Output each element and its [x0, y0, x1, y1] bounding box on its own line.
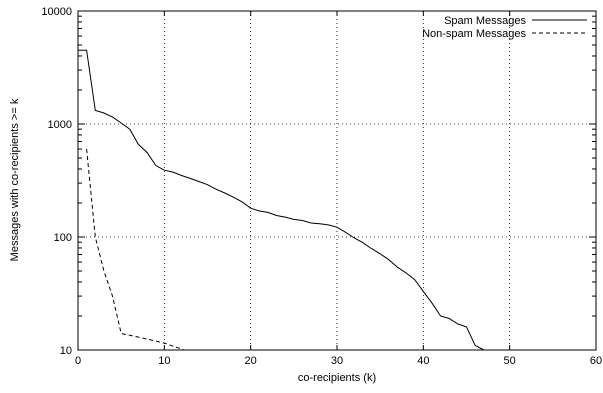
grid-lines [78, 11, 596, 350]
legend-label-nonspam: Non-spam Messages [422, 28, 526, 40]
legend-label-spam: Spam Messages [444, 15, 526, 27]
x-tick-labels: 0 10 20 30 40 50 60 [75, 355, 602, 367]
x-tick-label: 50 [504, 355, 516, 367]
x-tick-label: 20 [245, 355, 257, 367]
x-tick-label: 30 [331, 355, 343, 367]
y-axis-label: Messages with co-recipients >= k [9, 98, 21, 261]
x-tick-label: 10 [158, 355, 170, 367]
legend: Spam Messages Non-spam Messages [422, 15, 587, 40]
y-tick-label: 10 [60, 345, 72, 357]
x-axis-label: co-recipients (k) [298, 372, 376, 384]
x-tick-label: 40 [417, 355, 429, 367]
x-tick-label: 0 [75, 355, 81, 367]
y-tick-label: 1000 [48, 119, 72, 131]
y-tick-label: 100 [54, 232, 72, 244]
series-line-spam [78, 49, 485, 351]
series-lines [78, 49, 485, 351]
x-tick-label: 60 [590, 355, 602, 367]
axis-ticks [77, 10, 597, 351]
y-tick-label: 10000 [41, 6, 72, 18]
y-tick-labels: 10 100 1000 10000 [41, 6, 72, 357]
series-line-nonspam [86, 149, 185, 351]
